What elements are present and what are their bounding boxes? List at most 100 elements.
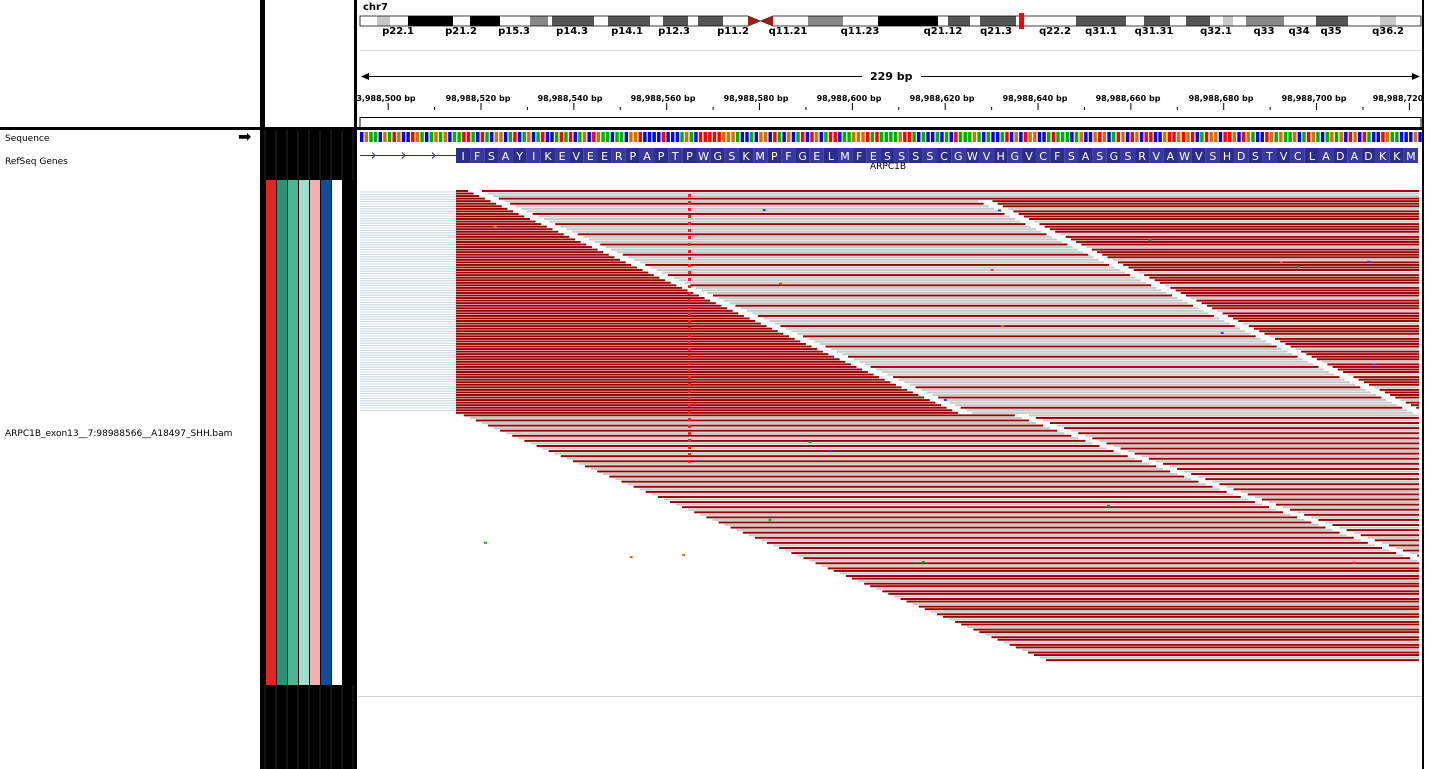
aligned-read [1325,521,1419,524]
aligned-read [536,445,1100,447]
aligned-read [1013,210,1419,213]
span-label: 229 bp [862,70,921,83]
aligned-read [1395,396,1419,399]
amino-acid-label: P [771,150,778,163]
aligned-read [456,200,491,203]
aligned-read [1191,297,1419,300]
aligned-read [718,297,1178,300]
mismatch-marker [688,327,691,330]
aligned-read [621,480,1199,483]
sequence-base [1255,132,1260,142]
cytoband-label: p22.1 [382,26,414,37]
amino-acid-label: F [856,150,862,163]
aligned-read [695,286,1157,289]
aligned-read [515,205,989,208]
sequence-base [1111,132,1116,142]
sequence-base [1163,132,1167,142]
aligned-read [1018,212,1419,215]
sequence-base [963,132,967,142]
mismatch-marker [943,398,947,401]
aligned-read [656,269,1120,271]
sequence-base [838,132,842,142]
gene-name[interactable]: ARPC1B [870,162,907,172]
span-arrow-right [1412,73,1420,80]
amino-acid-label: C [1294,150,1302,163]
aligned-read [803,557,1411,560]
aligned-read [456,274,654,277]
amino-acid-label: H [1223,150,1231,163]
chromosome-name[interactable]: chr7 [363,2,388,13]
sequence-base [977,132,981,142]
ruler-tick-label: 98,988,540 bp [537,94,603,103]
aligned-read [456,391,913,394]
sequence-base [1214,132,1218,142]
sequence-base [991,132,995,142]
sequence-base [503,132,508,142]
aligned-read [456,378,885,381]
aligned-read [617,251,1084,254]
sequence-base [824,132,828,142]
sequence-base [968,132,972,142]
mismatch-marker [688,411,691,414]
cytoband-label: p12.3 [658,26,690,37]
aligned-read [1416,406,1419,409]
aligned-read [848,355,1298,358]
sequence-base [1228,132,1232,142]
cytoband [390,16,408,26]
right-arrow-icon[interactable]: ➡ [238,127,252,146]
sequence-base [814,132,819,142]
aligned-read [1154,279,1419,282]
amino-acid-label: A [1167,150,1175,163]
aligned-read [1064,427,1419,430]
mismatch-marker [1000,325,1004,328]
amino-acid-label: R [1138,150,1146,163]
cytoband [470,16,500,26]
aligned-read [1162,462,1419,465]
bam-track-label[interactable]: ARPC1B_exon13__7:98988566__A18497_SHH.ba… [5,429,233,439]
cytoband-label: q32.1 [1200,26,1232,37]
sequence-base [1399,132,1404,142]
alignment-track[interactable] [358,180,1423,769]
amino-acid-cell [512,148,527,163]
aligned-read [1295,348,1419,351]
amino-acid-cell [470,148,485,163]
strand-arrow-icon [401,152,406,159]
refseq-track-label[interactable]: RefSeq Genes [5,157,68,167]
aligned-read [870,365,1319,368]
mismatch-marker [688,439,691,442]
aligned-read [769,320,1225,322]
aligned-read [1285,343,1419,345]
aligned-read [645,263,1110,266]
sequence-base [1172,132,1176,142]
aligned-read [456,205,502,208]
aligned-read [1134,452,1419,455]
aligned-read [724,524,1319,526]
sequence-base [777,132,782,142]
attribute-columns [264,128,354,769]
aligned-read [694,511,1284,514]
ruler-tick-label: 98,988,600 bp [816,94,882,103]
sequence-base [810,132,814,142]
aligned-read [1206,304,1419,307]
sequence-base [1130,132,1135,142]
amino-acid-cell [1347,148,1362,163]
cytoband-label: p14.3 [556,26,588,37]
sequence-base [541,132,545,142]
ruler-tick-label: 98,988,700 bp [1281,94,1347,103]
aligned-read [973,628,1419,631]
sequence-track-label[interactable]: Sequence [5,134,50,144]
mismatch-marker [688,362,691,365]
sequence-base [457,132,461,142]
sequence-base [1297,132,1302,142]
cytoband [408,16,453,26]
ruler-tick-label: 98,988,640 bp [1002,94,1068,103]
mismatch-marker [688,348,691,351]
aligned-read [1049,422,1419,424]
aligned-read [887,373,1335,376]
aligned-read [1332,365,1419,368]
amino-acid-label: V [572,150,580,163]
aligned-read [819,343,1272,345]
aligned-read [1212,480,1419,483]
amino-acid-label: A [1351,150,1359,163]
